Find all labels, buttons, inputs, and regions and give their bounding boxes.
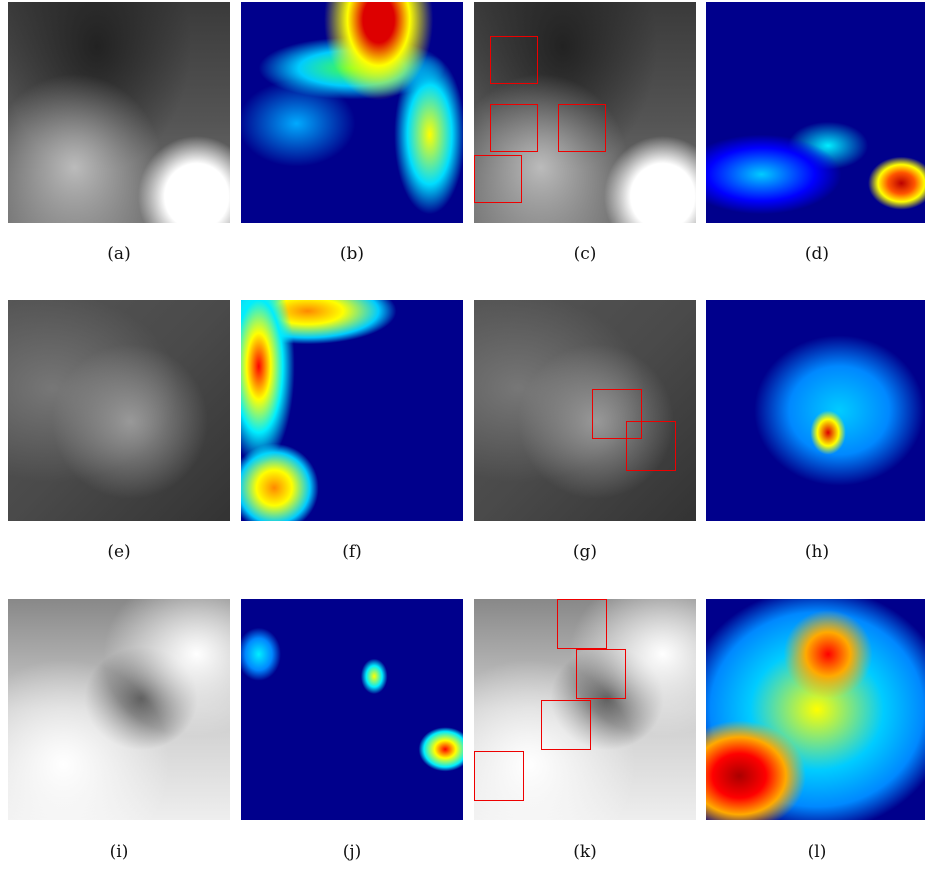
photo [8, 599, 230, 820]
panel-caption: (b) [241, 244, 463, 264]
roi-box [490, 36, 538, 84]
panel-caption: (e) [8, 542, 230, 562]
panel-caption: (f) [241, 542, 463, 562]
roi-box [557, 599, 607, 649]
roi-box [541, 700, 591, 750]
roi-box [474, 155, 522, 203]
roi-box [558, 104, 606, 152]
photo-with-boxes [474, 599, 696, 820]
heatmap [706, 2, 925, 223]
roi-box [576, 649, 626, 699]
roi-box [474, 751, 524, 801]
panel-caption: (g) [474, 542, 696, 562]
roi-box [490, 104, 538, 152]
heatmap [706, 599, 925, 820]
panel-caption: (d) [706, 244, 925, 264]
photo-with-boxes [474, 2, 696, 223]
heatmap [706, 300, 925, 521]
heatmap [241, 2, 463, 223]
panel-caption: (i) [8, 842, 230, 862]
panel-caption: (c) [474, 244, 696, 264]
panel-caption: (j) [241, 842, 463, 862]
heatmap [241, 300, 463, 521]
roi-box [626, 421, 676, 471]
photo-with-boxes [474, 300, 696, 521]
figure: (a) (b) (c) (d) (e) (f) (g) (h) (i) (j) (k) (l) [0, 0, 925, 869]
panel-caption: (a) [8, 244, 230, 264]
panel-caption: (h) [706, 542, 925, 562]
panel-caption: (l) [706, 842, 925, 862]
panel-caption: (k) [474, 842, 696, 862]
heatmap [241, 599, 463, 820]
photo [8, 300, 230, 521]
photo [8, 2, 230, 223]
